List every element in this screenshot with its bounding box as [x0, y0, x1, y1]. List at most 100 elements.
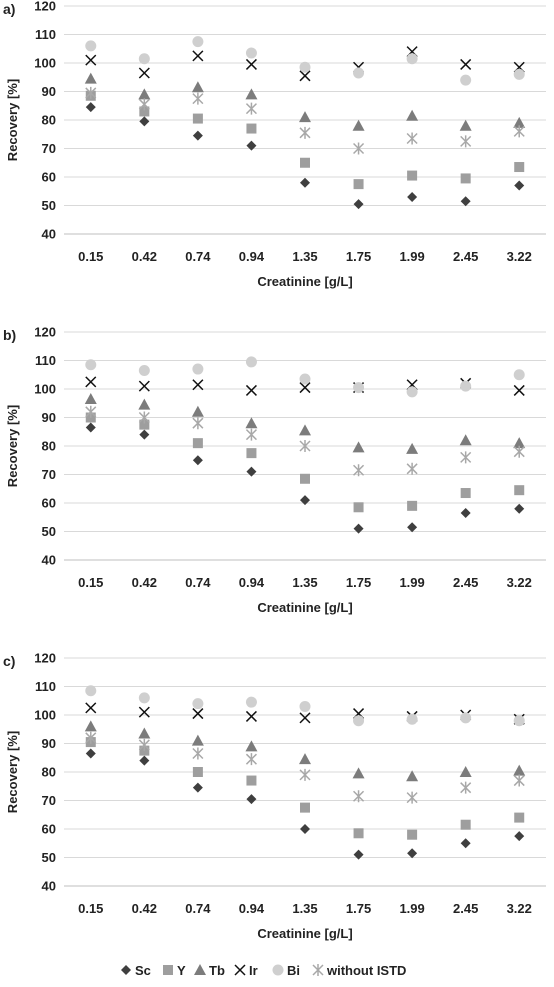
marker-star: [85, 405, 97, 418]
x-tick-label: 0.74: [185, 249, 211, 264]
marker-circle: [245, 356, 257, 368]
marker-triangle: [191, 405, 204, 417]
data-point: [192, 50, 204, 62]
y-tick-label: 80: [42, 439, 56, 454]
marker-x: [234, 964, 246, 976]
marker-x: [299, 70, 311, 82]
data-point: [138, 88, 151, 100]
marker-circle: [138, 364, 150, 376]
y-tick-label: 90: [42, 410, 56, 425]
x-tick-label: 1.35: [292, 575, 317, 590]
data-point: [300, 824, 310, 834]
marker-circle: [513, 369, 525, 381]
marker-square: [300, 157, 310, 168]
y-tick-label: 50: [42, 198, 56, 213]
marker-x: [513, 384, 525, 396]
data-point: [459, 119, 472, 131]
marker-diamond: [353, 523, 364, 534]
data-point: [245, 740, 258, 752]
marker-triangle: [459, 434, 472, 446]
marker-star: [245, 753, 257, 766]
data-point: [353, 142, 365, 155]
marker-diamond: [407, 848, 418, 859]
data-point: [513, 445, 525, 458]
y-tick-label: 80: [42, 113, 56, 128]
legend-label: Bi: [287, 963, 300, 978]
marker-star: [299, 126, 311, 139]
y-tick-label: 40: [42, 227, 56, 242]
data-point: [246, 448, 257, 459]
x-tick-label: 1.35: [292, 901, 317, 916]
marker-star: [85, 86, 97, 99]
y-axis-label: Recovery [%]: [5, 405, 20, 487]
data-point: [84, 720, 97, 732]
marker-square: [192, 113, 203, 124]
marker-triangle: [245, 88, 258, 100]
marker-star: [406, 462, 418, 475]
marker-diamond: [246, 794, 257, 805]
marker-star: [138, 738, 150, 751]
data-point: [245, 428, 257, 441]
chart-panel-a: 40 50 60 70 80 90 100 110 120 0.15 0.42 0.74 0.94 1.3…: [3, 0, 546, 289]
data-point: [353, 179, 364, 190]
legend-marker-diamond-icon: [121, 965, 131, 975]
marker-triangle: [84, 72, 97, 84]
data-point: [299, 111, 311, 123]
data-point: [460, 451, 472, 464]
data-point: [353, 382, 365, 394]
y-tick-label: 60: [42, 496, 56, 511]
legend-item-sc: Sc: [121, 963, 151, 978]
x-tick-label: 3.22: [507, 575, 532, 590]
series-bi: [85, 36, 525, 86]
marker-circle: [460, 380, 472, 392]
marker-triangle: [459, 119, 472, 131]
data-point: [245, 696, 257, 708]
x-tick-label: 3.22: [507, 901, 532, 916]
data-point: [299, 126, 311, 139]
data-point: [407, 191, 418, 202]
data-point: [138, 98, 150, 111]
marker-circle: [406, 713, 418, 725]
data-point: [139, 419, 150, 430]
data-point: [513, 437, 526, 449]
marker-square: [246, 448, 257, 459]
x-tick-label: 3.22: [507, 249, 532, 264]
x-tick-label: 1.75: [346, 249, 371, 264]
marker-star: [513, 774, 525, 787]
y-tick-label: 90: [42, 84, 56, 99]
y-tick-label: 110: [35, 353, 56, 368]
marker-triangle: [138, 398, 151, 410]
data-point: [460, 838, 471, 849]
data-point: [299, 70, 311, 82]
data-point: [138, 706, 150, 718]
data-point: [138, 398, 151, 410]
marker-square: [353, 502, 364, 513]
data-point: [192, 36, 204, 48]
marker-star: [312, 964, 324, 976]
x-axis-label: Creatinine [g/L]: [257, 600, 352, 615]
data-point: [85, 405, 97, 418]
data-point: [245, 753, 257, 766]
data-point: [139, 755, 150, 766]
y-tick-label: 60: [42, 822, 56, 837]
data-point: [245, 88, 258, 100]
x-tick-label: 1.75: [346, 575, 371, 590]
marker-square: [353, 179, 364, 190]
marker-circle: [85, 359, 97, 371]
marker-diamond: [85, 422, 96, 433]
marker-circle: [85, 40, 97, 52]
data-point: [245, 102, 257, 115]
data-point: [84, 72, 97, 84]
x-tick-label: 0.94: [239, 901, 265, 916]
data-point: [514, 503, 525, 514]
data-point: [406, 791, 418, 804]
data-point: [85, 702, 97, 714]
data-point: [353, 523, 364, 534]
data-point: [513, 68, 525, 80]
marker-diamond: [192, 782, 203, 793]
data-point: [514, 485, 525, 496]
data-point: [406, 442, 419, 454]
y-tick-label: 70: [42, 141, 56, 156]
marker-star: [192, 747, 204, 760]
marker-diamond: [139, 116, 150, 127]
